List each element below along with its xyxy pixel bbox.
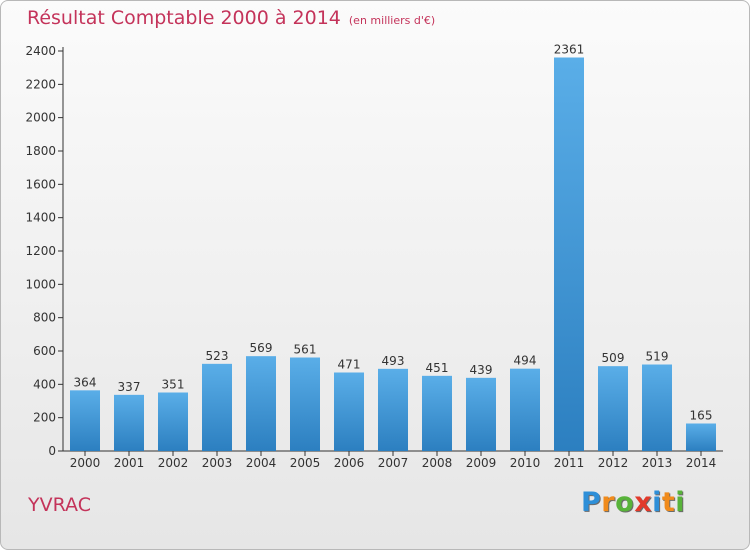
bar-2004 [246,356,276,451]
proxiti-logo: Proxiti [581,487,685,518]
y-tick-label: 400 [33,377,56,391]
data-label-2003: 523 [206,349,229,363]
x-tick-label: 2004 [246,456,277,470]
bar-2010 [510,368,540,451]
logo-letter: i [675,487,686,518]
logo-letter: P [581,487,602,518]
x-tick-label: 2002 [158,456,189,470]
bar-2006 [334,372,364,451]
bar-2002 [158,392,188,451]
bar-2009 [466,377,496,451]
commune-name: YVRAC [28,494,91,516]
y-tick-label: 1200 [25,244,56,258]
bar-2008 [422,375,452,451]
bar-2000 [70,390,100,451]
x-tick-label: 2013 [642,456,673,470]
data-label-2004: 569 [250,341,273,355]
data-label-2008: 451 [426,361,449,375]
data-label-2005: 561 [294,343,317,357]
logo-letter: x [634,487,653,518]
data-label-2013: 519 [646,350,669,364]
x-tick-label: 2005 [290,456,321,470]
x-tick-label: 2006 [334,456,365,470]
data-label-2007: 493 [382,354,405,368]
y-tick-label: 1000 [25,277,56,291]
data-label-2000: 364 [74,375,97,389]
x-tick-label: 2001 [114,456,145,470]
data-label-2010: 494 [514,354,537,368]
data-label-2002: 351 [162,378,185,392]
y-tick-label: 2400 [25,44,56,58]
x-tick-label: 2012 [598,456,629,470]
y-tick-label: 1400 [25,211,56,225]
data-label-2012: 509 [602,351,625,365]
data-label-2014: 165 [690,409,713,423]
chart-title: Résultat Comptable 2000 à 2014 (en millie… [27,7,435,29]
logo-letter: o [615,487,635,518]
bar-2012 [598,366,628,451]
bar-2011 [554,57,584,451]
x-tick-label: 2007 [378,456,409,470]
data-label-2009: 439 [470,363,493,377]
data-label-2011: 2361 [554,43,585,57]
chart-subtitle: (en milliers d'€) [348,14,436,27]
chart-title-text: Résultat Comptable 2000 à 2014 [27,7,341,29]
x-tick-label: 2009 [466,456,497,470]
y-tick-label: 200 [33,411,56,425]
y-tick-label: 0 [48,444,56,458]
data-label-2001: 337 [118,380,141,394]
x-tick-label: 2010 [510,456,541,470]
logo-letter: r [601,487,616,518]
x-tick-label: 2011 [554,456,585,470]
x-tick-label: 2014 [686,456,717,470]
bar-2003 [202,363,232,451]
bar-2005 [290,357,320,451]
y-tick-label: 1600 [25,177,56,191]
y-tick-label: 2000 [25,111,56,125]
x-tick-label: 2003 [202,456,233,470]
x-tick-label: 2000 [70,456,101,470]
x-tick-label: 2008 [422,456,453,470]
logo-letter: i [652,487,662,518]
logo-letter: t [661,487,676,518]
chart-bars: 364 337 351 523 569 561 471 493 451 439 494 2361 509… [70,43,716,451]
bar-2001 [114,394,144,451]
bar-2013 [642,364,672,451]
bar-2007 [378,368,408,451]
data-label-2006: 471 [338,358,361,372]
y-tick-label: 2200 [25,77,56,91]
bar-2014 [686,423,716,451]
y-tick-label: 1800 [25,144,56,158]
y-tick-label: 600 [33,344,56,358]
y-tick-label: 800 [33,311,56,325]
